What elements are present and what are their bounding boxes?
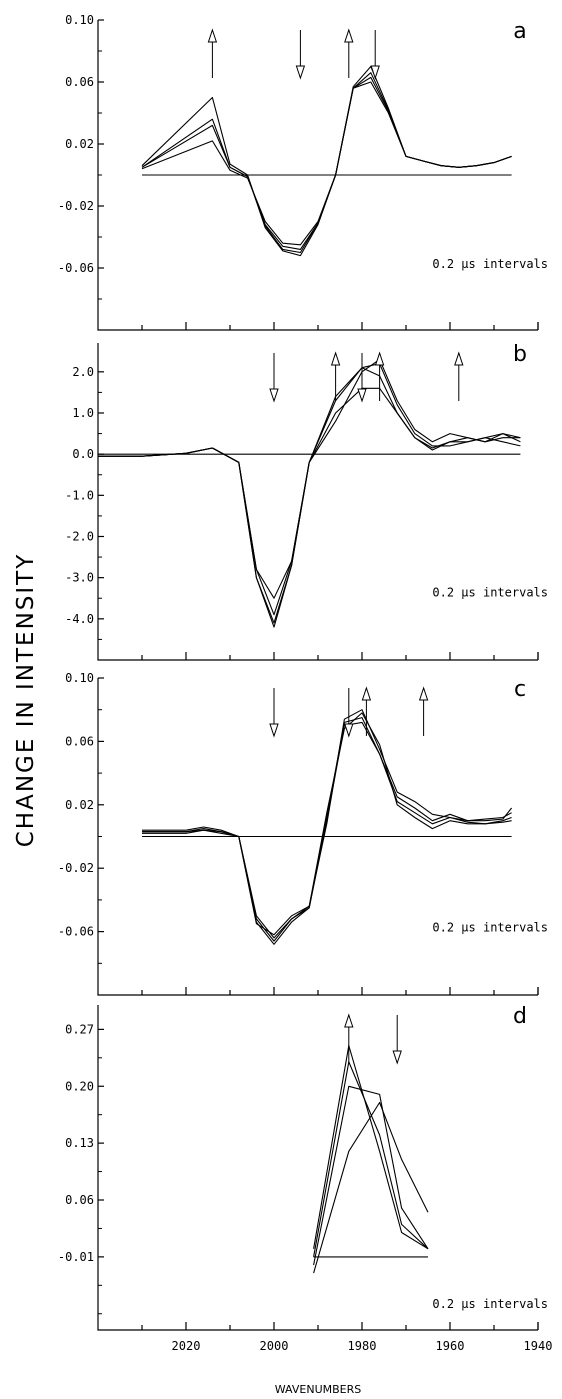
x-tick-label: 1960 [436, 1339, 465, 1353]
axes-frame [97, 1005, 538, 1331]
panel-a: 0.10 0.06 0.02 -0.02 -0.06 a 0.2 µs intervals [58, 13, 548, 331]
panel-letter: d [513, 1004, 527, 1029]
y-tick-label: 0.20 [65, 1079, 94, 1093]
series-line-3 [98, 387, 521, 616]
panel-letter: b [513, 342, 527, 367]
interval-note: 0.2 µs intervals [432, 1297, 548, 1311]
x-tick-label: 2000 [260, 1339, 289, 1353]
arrow-down [295, 30, 306, 80]
arrow-up [418, 686, 429, 736]
arrow-down [269, 353, 279, 403]
x-tick-label: 2020 [172, 1339, 201, 1353]
series-line-4 [142, 712, 512, 939]
series-line-4 [98, 358, 521, 599]
arrow-up [344, 28, 354, 78]
interval-note: 0.2 µs intervals [432, 586, 548, 600]
axes-frame [97, 20, 538, 331]
arrow-down [344, 688, 354, 738]
y-tick-label: 0.0 [72, 447, 94, 461]
arrow-up [361, 686, 372, 736]
y-tick-label: 0.27 [65, 1022, 94, 1036]
arrow-up [207, 28, 218, 78]
y-tick-label: -0.02 [58, 861, 94, 875]
y-tick-label: 0.10 [65, 13, 94, 27]
arrow-down [269, 688, 279, 738]
interval-note: 0.2 µs intervals [432, 921, 548, 935]
panel-c: 0.10 0.06 0.02 -0.02 -0.06 c 0.2 µs intervals [58, 671, 548, 996]
panel-d: 0.27 0.20 0.13 0.06 -0.01 d 0.2 µs intervals [58, 1004, 548, 1331]
arrow-up [330, 351, 341, 401]
arrow-down [392, 1015, 402, 1065]
y-tick-label: 0.10 [65, 671, 94, 685]
axes-frame [97, 678, 538, 996]
arrow-up [454, 351, 464, 401]
y-tick-label: 2.0 [72, 365, 94, 379]
arrow-down [370, 30, 380, 80]
series-line-2 [141, 76, 512, 250]
arrow-up [374, 351, 385, 401]
panel-letter: c [514, 677, 526, 702]
panel-letter: a [513, 19, 526, 44]
y-tick-label: -0.01 [58, 1250, 94, 1264]
y-tick-label: -4.0 [65, 612, 94, 626]
y-tick-label: -3.0 [65, 571, 94, 585]
y-tick-label: -0.02 [58, 199, 94, 213]
y-tick-label: -0.06 [58, 925, 94, 939]
arrow-down [357, 353, 367, 403]
y-tick-label: 0.13 [65, 1136, 94, 1150]
interval-note: 0.2 µs intervals [432, 257, 548, 271]
y-tick-label: 0.02 [65, 798, 94, 812]
series-line-3 [313, 1085, 429, 1266]
axes-frame [97, 343, 538, 661]
series-line-1 [141, 81, 512, 246]
series-line-1 [313, 1045, 429, 1250]
y-tick-label: -2.0 [65, 529, 94, 543]
series-line-2 [142, 721, 512, 945]
y-axis-label: CHANGE IN INTENSITY [13, 553, 39, 848]
y-tick-label: 0.06 [65, 734, 94, 748]
y-tick-label: 0.06 [65, 75, 94, 89]
panel-b: 2.0 1.0 0.0 -1.0 -2.0 -3.0 -4.0 b 0.2 µs interva… [65, 342, 548, 661]
series-line-3 [141, 72, 512, 254]
series-line-4 [313, 1101, 429, 1274]
y-tick-label: -0.06 [58, 261, 94, 275]
x-axis-label: WAVENUMBERS [275, 1383, 361, 1396]
y-tick-label: 1.0 [72, 406, 94, 420]
x-tick-label: 1940 [524, 1339, 553, 1353]
series-line-2 [313, 1061, 429, 1257]
series-line-3 [142, 709, 512, 936]
y-tick-label: 0.06 [65, 1193, 94, 1207]
x-tick-label: 1980 [348, 1339, 377, 1353]
y-tick-label: -1.0 [65, 488, 94, 502]
series-line-4 [141, 65, 512, 257]
y-tick-label: 0.02 [65, 137, 94, 151]
arrow-up [344, 1013, 354, 1063]
